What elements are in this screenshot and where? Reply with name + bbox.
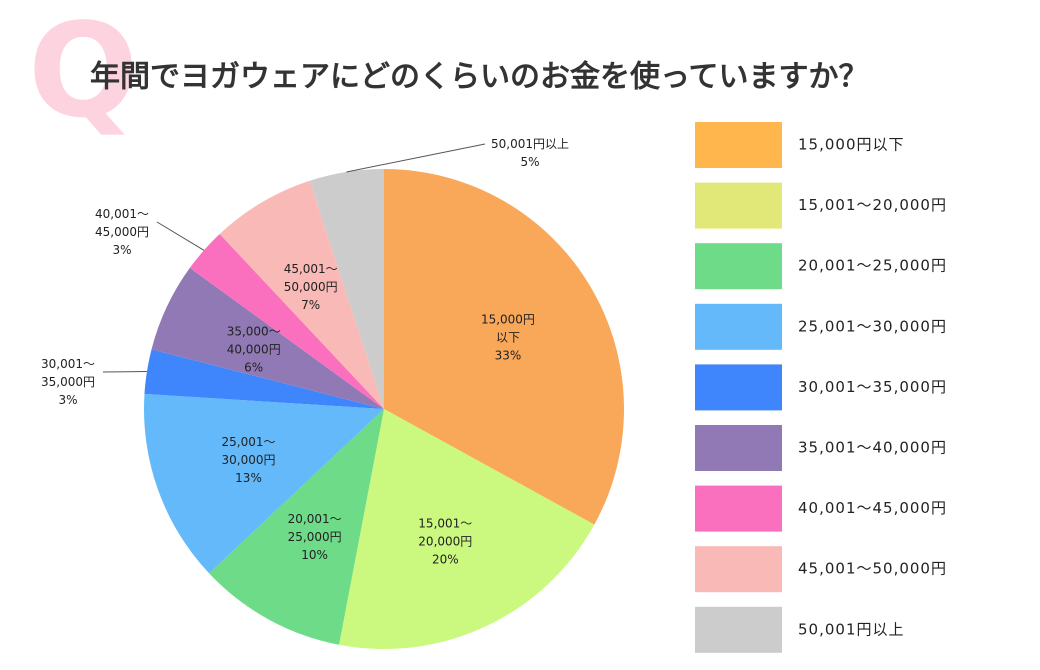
legend-swatch xyxy=(695,606,782,653)
slice-label-line: 30,001〜 xyxy=(41,357,95,371)
slice-label-line: 20,001〜 xyxy=(288,512,342,526)
legend-swatch xyxy=(695,425,782,471)
leader-line xyxy=(156,221,205,251)
slice-label: 15,000円以下 33% xyxy=(481,312,535,362)
pie-slice xyxy=(219,180,384,409)
pie-slice xyxy=(189,234,384,409)
slice-label: 50,001円以上 5% xyxy=(491,137,569,169)
legend-swatch xyxy=(695,122,782,168)
pie-slice xyxy=(384,169,624,525)
slice-label: 20,001〜 25,000円 10% xyxy=(288,512,342,562)
legend-label: 25,001〜30,000円 xyxy=(798,317,947,335)
legend-swatch xyxy=(695,182,782,229)
slice-label-line: 35,000〜 xyxy=(227,324,281,338)
slice-percent: 33% xyxy=(495,348,522,362)
legend-swatch xyxy=(695,546,782,593)
pie-slice xyxy=(144,349,384,409)
slice-percent: 13% xyxy=(235,470,262,484)
pie-slice xyxy=(151,267,384,409)
legend-swatch xyxy=(695,364,782,411)
legend-swatch xyxy=(695,303,782,350)
slice-label-line: 25,000円 xyxy=(288,530,342,544)
slice-label: 15,001〜 20,000円 20% xyxy=(418,516,472,566)
slice-label-line: 35,000円 xyxy=(41,375,95,389)
leader-line xyxy=(346,143,486,173)
slice-label-line: 20,000円 xyxy=(418,534,472,548)
pie-slice xyxy=(209,409,384,645)
slice-percent: 6% xyxy=(244,360,263,374)
slice-label: 40,001〜 45,000円 3% xyxy=(95,207,149,257)
slice-percent: 5% xyxy=(520,155,539,169)
slice-percent: 10% xyxy=(301,548,328,562)
slice-label-line: 30,000円 xyxy=(222,452,276,466)
pie-slice xyxy=(309,169,384,409)
slice-label-line: 25,001〜 xyxy=(222,434,276,448)
slice-label-line: 45,000円 xyxy=(95,225,149,239)
slice-label: 45,001〜 50,000円 7% xyxy=(284,262,338,312)
slice-label: 35,000〜 40,000円 6% xyxy=(227,324,281,374)
slice-label-line: 40,000円 xyxy=(227,342,281,356)
slice-label-line: 45,001〜 xyxy=(284,262,338,276)
slice-label-line: 15,001〜 xyxy=(418,516,472,530)
leader-line xyxy=(102,370,147,373)
pie-slice xyxy=(143,393,384,574)
slice-percent: 3% xyxy=(112,243,131,257)
slice-label-line: 以下 xyxy=(496,330,520,344)
chart-title: 年間でヨガウェアにどのくらいのお金を使っていますか？ xyxy=(90,60,869,95)
legend-label: 20,001〜25,000円 xyxy=(798,257,947,275)
slice-percent: 7% xyxy=(301,298,320,312)
legend-label: 40,001〜45,000円 xyxy=(798,499,947,517)
q-decoration: Q xyxy=(28,0,139,147)
slice-label-line: 50,001円以上 xyxy=(491,137,569,151)
legend-label: 35,001〜40,000円 xyxy=(798,439,947,457)
slice-label: 25,001〜 30,000円 13% xyxy=(222,434,276,484)
legend-swatch xyxy=(695,243,782,290)
slice-label-line: 50,000円 xyxy=(284,280,338,294)
legend-label: 45,001〜50,000円 xyxy=(798,560,947,578)
slice-percent: 3% xyxy=(58,393,77,407)
legend-label: 30,001〜35,000円 xyxy=(798,378,947,396)
slice-label-line: 40,001〜 xyxy=(95,207,149,221)
slice-percent: 20% xyxy=(432,552,459,566)
legend-label: 15,000円以下 xyxy=(798,136,905,154)
slice-label-line: 15,000円 xyxy=(481,312,535,326)
pie-slice xyxy=(339,409,595,650)
legend-label: 15,001〜20,000円 xyxy=(798,196,947,214)
legend-swatch xyxy=(695,485,782,532)
slice-label: 30,001〜 35,000円 3% xyxy=(41,357,95,407)
legend-label: 50,001円以上 xyxy=(798,620,905,638)
